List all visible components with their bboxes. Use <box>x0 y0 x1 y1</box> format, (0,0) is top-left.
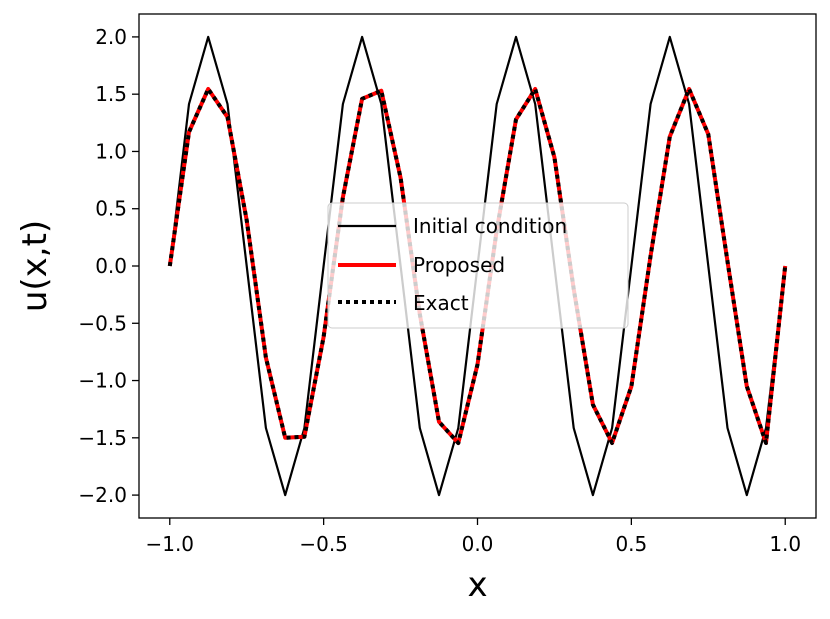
y-axis-label: u(x,t) <box>15 220 55 312</box>
legend: Initial condition Proposed Exact <box>327 202 629 329</box>
x-tick-label: −1.0 <box>145 532 194 556</box>
y-tick-label: −1.0 <box>78 369 127 393</box>
y-tick-label: 1.0 <box>95 139 127 163</box>
series-line-exact <box>167 87 788 445</box>
y-tick-label: −2.0 <box>78 483 127 507</box>
y-tick-label: 2.0 <box>95 25 127 49</box>
x-tick-label: −0.5 <box>299 532 348 556</box>
x-tick-label: 0.5 <box>615 532 647 556</box>
y-tick-label: 1.5 <box>95 82 127 106</box>
y-axis: 2.0 1.5 1.0 0.5 0.0 −0.5 −1.0 −1.5 −2.0 <box>78 25 139 507</box>
legend-box <box>327 202 629 329</box>
x-axis: −1.0 −0.5 0.0 0.5 1.0 <box>145 518 801 556</box>
legend-label-initial-condition: Initial condition <box>413 214 567 238</box>
y-tick-label: 0.0 <box>95 254 127 278</box>
x-axis-label: x <box>467 565 487 605</box>
x-tick-label: 0.0 <box>462 532 494 556</box>
legend-label-proposed: Proposed <box>413 253 505 277</box>
legend-label-exact: Exact <box>413 291 469 315</box>
x-tick-label: 1.0 <box>769 532 801 556</box>
y-tick-label: −0.5 <box>78 311 127 335</box>
y-tick-label: 0.5 <box>95 197 127 221</box>
y-tick-label: −1.5 <box>78 426 127 450</box>
